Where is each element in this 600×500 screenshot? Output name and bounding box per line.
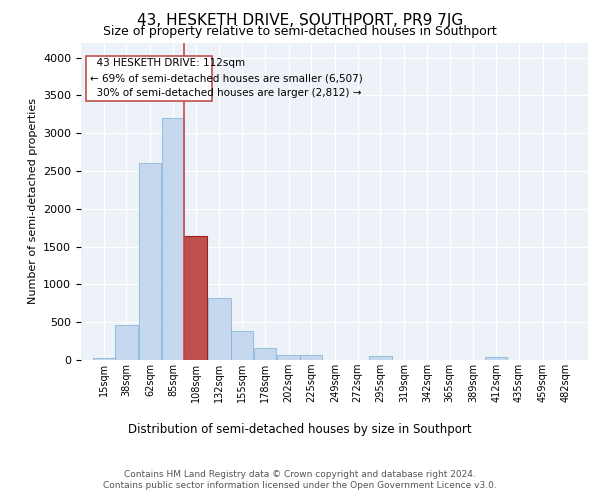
Text: Size of property relative to semi-detached houses in Southport: Size of property relative to semi-detach… [103,25,497,38]
Bar [369,356,392,360]
Bar [161,118,184,360]
Bar [184,236,207,360]
FancyBboxPatch shape [86,56,212,102]
Bar [92,358,115,360]
Text: 43 HESKETH DRIVE: 112sqm
← 69% of semi-detached houses are smaller (6,507)
  30%: 43 HESKETH DRIVE: 112sqm ← 69% of semi-d… [91,58,363,98]
Text: Contains public sector information licensed under the Open Government Licence v3: Contains public sector information licen… [103,481,497,490]
Text: 43, HESKETH DRIVE, SOUTHPORT, PR9 7JG: 43, HESKETH DRIVE, SOUTHPORT, PR9 7JG [137,12,463,28]
Bar [115,325,137,360]
Text: Contains HM Land Registry data © Crown copyright and database right 2024.: Contains HM Land Registry data © Crown c… [124,470,476,479]
Text: Distribution of semi-detached houses by size in Southport: Distribution of semi-detached houses by … [128,422,472,436]
Bar [277,354,300,360]
Bar [208,298,230,360]
Bar [254,348,276,360]
Bar [139,164,161,360]
Y-axis label: Number of semi-detached properties: Number of semi-detached properties [28,98,38,304]
Bar [300,355,322,360]
Bar [231,332,253,360]
Bar [485,357,508,360]
